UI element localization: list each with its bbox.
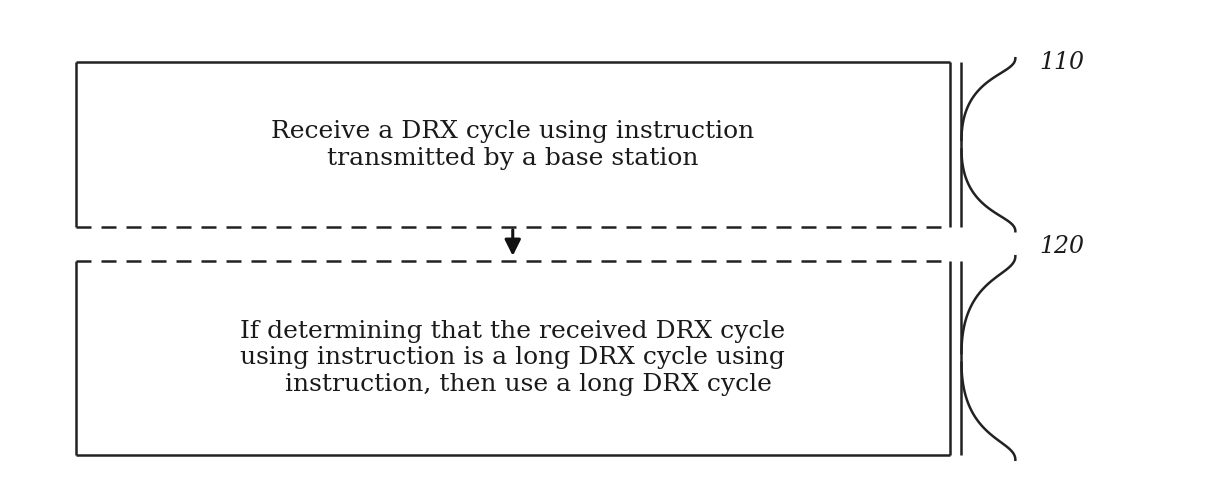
Text: 110: 110 [1039,51,1084,74]
Text: If determining that the received DRX cycle
using instruction is a long DRX cycle: If determining that the received DRX cyc… [240,320,786,396]
Text: Receive a DRX cycle using instruction
transmitted by a base station: Receive a DRX cycle using instruction tr… [271,120,754,170]
Text: 120: 120 [1039,235,1084,258]
